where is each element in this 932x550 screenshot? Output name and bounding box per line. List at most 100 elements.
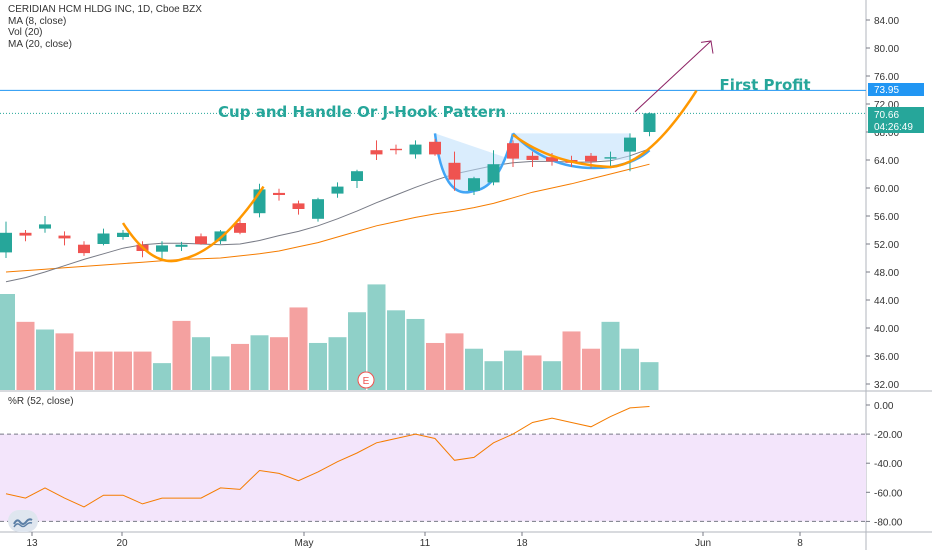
candle-body bbox=[448, 162, 461, 180]
volume-bar bbox=[94, 351, 113, 390]
candle-body bbox=[78, 244, 90, 254]
cup-region bbox=[435, 133, 630, 193]
volume-bar bbox=[75, 351, 93, 390]
volume-bar bbox=[504, 350, 522, 390]
candle-body bbox=[409, 144, 422, 155]
candle-body bbox=[117, 232, 129, 237]
candle-body bbox=[39, 224, 51, 229]
wr-tick-label: -60.00 bbox=[874, 488, 903, 499]
ma8-legend[interactable]: MA (8, close) bbox=[8, 15, 67, 27]
price-tick-label: 48.00 bbox=[874, 268, 899, 279]
volume-bar bbox=[640, 362, 659, 390]
earnings-marker[interactable]: E bbox=[357, 371, 375, 389]
price-tick-label: 64.00 bbox=[874, 156, 899, 167]
volume-bar bbox=[133, 351, 152, 390]
candle-body bbox=[507, 143, 519, 159]
volume-bars bbox=[0, 284, 659, 390]
candle-body bbox=[390, 148, 402, 151]
volume-bar bbox=[211, 356, 230, 390]
volume-bar bbox=[270, 337, 288, 390]
candle-body bbox=[546, 157, 558, 162]
williams-r-path bbox=[5, 406, 650, 508]
volume-bar bbox=[289, 307, 308, 390]
volume-bar bbox=[309, 342, 327, 390]
ma8-line bbox=[5, 148, 650, 283]
candle-body bbox=[97, 233, 110, 244]
volume-bar bbox=[543, 361, 561, 390]
wr-overbought-oversold-band bbox=[0, 434, 866, 522]
williams-r-line bbox=[5, 406, 650, 508]
ma20-legend[interactable]: MA (20, close) bbox=[8, 38, 72, 50]
candle-body bbox=[643, 113, 656, 132]
projection-arrowhead bbox=[700, 40, 714, 54]
price-tick-label: 56.00 bbox=[874, 212, 899, 223]
candle-body bbox=[312, 199, 324, 219]
volume-bar bbox=[562, 331, 581, 390]
price-tick-label: 40.00 bbox=[874, 324, 899, 335]
price-tick-label: 84.00 bbox=[874, 16, 899, 27]
candle-body bbox=[175, 244, 188, 247]
candle-body bbox=[624, 137, 636, 152]
williams-r-legend[interactable]: %R (52, close) bbox=[8, 396, 74, 407]
candle-body bbox=[331, 186, 344, 194]
time-tick-label: 13 bbox=[26, 538, 38, 549]
volume-bar bbox=[250, 335, 269, 390]
time-tick-label: Jun bbox=[695, 538, 711, 549]
time-tick-label: 20 bbox=[116, 538, 128, 549]
candle-body bbox=[604, 157, 617, 159]
volume-bar bbox=[16, 321, 35, 390]
volume-bar bbox=[445, 333, 464, 390]
last-price-badge: 70.66 04:26:49 bbox=[868, 107, 924, 133]
candle-body bbox=[0, 232, 12, 253]
volume-bar bbox=[328, 337, 347, 390]
wr-tick-label: -40.00 bbox=[874, 459, 903, 470]
candle-body bbox=[351, 171, 363, 181]
price-tick-label: 80.00 bbox=[874, 44, 899, 55]
candle-body bbox=[292, 203, 305, 209]
price-tick-label: 36.00 bbox=[874, 352, 899, 363]
candle-body bbox=[526, 155, 539, 160]
volume-bar bbox=[55, 333, 74, 390]
tradingview-logo-icon[interactable] bbox=[8, 510, 38, 532]
candle-body bbox=[370, 150, 383, 155]
time-tick-label: May bbox=[295, 538, 314, 549]
candle-body bbox=[58, 235, 71, 239]
target-price-badge: 73.95 bbox=[868, 83, 924, 96]
time-tick-label: 18 bbox=[516, 538, 528, 549]
candle-body bbox=[156, 245, 168, 252]
wr-tick-label: 0.00 bbox=[874, 401, 894, 412]
candle-body bbox=[429, 141, 441, 155]
wr-tick-label: -80.00 bbox=[874, 517, 903, 528]
symbol-title[interactable]: CERIDIAN HCM HLDG INC, 1D, Cboe BZX bbox=[8, 4, 202, 15]
volume-bar bbox=[621, 348, 639, 390]
price-tick-label: 32.00 bbox=[874, 380, 899, 391]
price-tick-label: 68.00 bbox=[874, 128, 899, 139]
volume-bar bbox=[523, 355, 542, 390]
volume-bar bbox=[582, 348, 600, 390]
wr-tick-label: -20.00 bbox=[874, 430, 903, 441]
volume-bar bbox=[484, 361, 503, 390]
chart-legend: CERIDIAN HCM HLDG INC, 1D, Cboe BZX MA (… bbox=[8, 4, 202, 50]
moving-average-lines bbox=[5, 148, 650, 283]
bar-countdown: 04:26:49 bbox=[874, 122, 913, 133]
volume-bar bbox=[367, 284, 386, 390]
price-tick-label: 72.00 bbox=[874, 100, 899, 111]
cup-pattern-overlay bbox=[433, 132, 651, 194]
annotation-drawings bbox=[121, 40, 714, 263]
volume-bar bbox=[36, 329, 54, 390]
candle-body bbox=[19, 232, 32, 236]
volume-bar bbox=[387, 310, 405, 390]
volume-bar bbox=[426, 342, 444, 390]
volume-legend[interactable]: Vol (20) bbox=[8, 27, 43, 38]
volume-bar bbox=[192, 337, 210, 390]
candle-body bbox=[585, 155, 597, 162]
price-tick-label: 44.00 bbox=[874, 296, 899, 307]
time-axis: 13 20 May 11 18 Jun 8 bbox=[26, 532, 803, 549]
candle-body bbox=[273, 192, 285, 195]
volume-bar bbox=[601, 321, 620, 390]
williams-r-band bbox=[0, 433, 866, 522]
candle-body bbox=[234, 223, 246, 233]
volume-bar bbox=[114, 351, 132, 390]
target-price-value: 73.95 bbox=[874, 85, 899, 96]
